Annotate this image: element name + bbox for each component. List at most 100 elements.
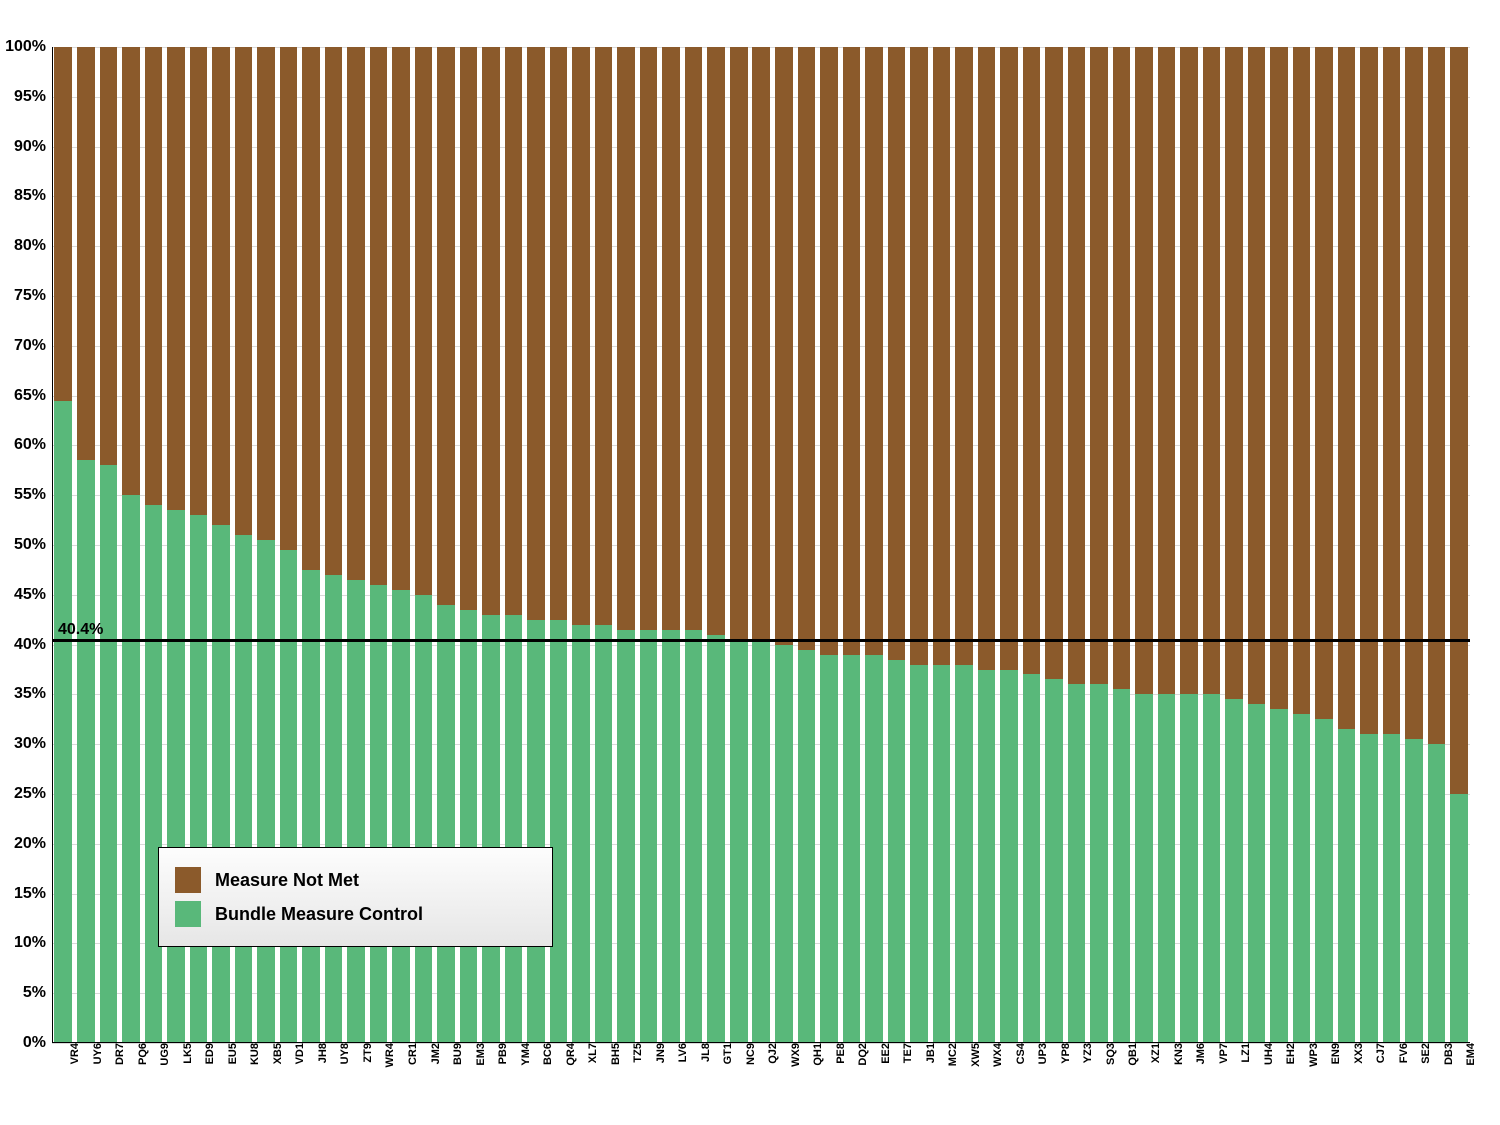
bar-segment-bundle <box>955 665 973 1043</box>
bar-segment-bundle <box>685 630 703 1043</box>
bar-slot: QB1 <box>1110 47 1133 1043</box>
x-tick-label: JB1 <box>919 1043 937 1063</box>
bar-segment-bundle <box>505 615 523 1043</box>
bar-segment-not-met <box>933 47 951 665</box>
bar-slot: UY6 <box>75 47 98 1043</box>
y-tick-label: 85% <box>14 187 46 205</box>
bar-segment-not-met <box>595 47 613 625</box>
bar-slot: XW5 <box>953 47 976 1043</box>
x-tick-label: CJ7 <box>1369 1043 1387 1063</box>
bar-segment-bundle <box>77 460 95 1043</box>
bar-segment-not-met <box>1450 47 1468 794</box>
bar-segment-not-met <box>1023 47 1041 674</box>
bar-segment-not-met <box>347 47 365 580</box>
bar-segment-bundle <box>1090 684 1108 1043</box>
x-tick-label: LV6 <box>671 1043 689 1062</box>
bar-segment-not-met <box>437 47 455 605</box>
x-tick-label: BH5 <box>604 1043 622 1065</box>
bar-segment-bundle <box>820 655 838 1043</box>
y-tick-label: 25% <box>14 785 46 803</box>
bar-slot: UH4 <box>1245 47 1268 1043</box>
x-tick-label: UG9 <box>153 1043 171 1066</box>
stacked-bar <box>1023 47 1041 1043</box>
bar-segment-bundle <box>527 620 545 1043</box>
stacked-bar <box>1428 47 1446 1043</box>
bar-slot: TE7 <box>885 47 908 1043</box>
bar-segment-bundle <box>617 630 635 1043</box>
stacked-bar <box>843 47 861 1043</box>
bar-segment-not-met <box>1405 47 1423 739</box>
x-tick-label: ED9 <box>198 1043 216 1064</box>
stacked-bar <box>1270 47 1288 1043</box>
bar-segment-bundle <box>190 515 208 1043</box>
bar-segment-bundle <box>1068 684 1086 1043</box>
bar-segment-not-met <box>415 47 433 595</box>
bar-segment-not-met <box>865 47 883 655</box>
y-tick-label: 45% <box>14 586 46 604</box>
bar-segment-not-met <box>1158 47 1176 694</box>
bar-segment-bundle <box>1113 689 1131 1043</box>
bar-segment-not-met <box>1045 47 1063 679</box>
x-tick-label: EN9 <box>1324 1043 1342 1064</box>
legend-swatch-measure-not-met <box>175 867 201 893</box>
x-tick-label: TZ5 <box>626 1043 644 1063</box>
bar-slot: CJ7 <box>1358 47 1381 1043</box>
y-tick-label: 80% <box>14 237 46 255</box>
stacked-bar <box>910 47 928 1043</box>
x-tick-label: YP8 <box>1054 1043 1072 1064</box>
stacked-bar <box>798 47 816 1043</box>
y-tick-label: 10% <box>14 934 46 952</box>
bar-segment-bundle <box>1045 679 1063 1043</box>
stacked-bar <box>1180 47 1198 1043</box>
x-tick-label: DR7 <box>108 1043 126 1065</box>
chart-root: 0%5%10%15%20%25%30%35%40%45%50%55%60%65%… <box>0 0 1500 1125</box>
bar-segment-bundle <box>100 465 118 1043</box>
x-tick-label: XX3 <box>1347 1043 1365 1064</box>
bar-segment-not-met <box>1270 47 1288 709</box>
bar-segment-bundle <box>1000 670 1018 1044</box>
bar-segment-not-met <box>1315 47 1333 719</box>
stacked-bar <box>1383 47 1401 1043</box>
bar-segment-not-met <box>257 47 275 540</box>
x-tick-label: XB5 <box>266 1043 284 1064</box>
stacked-bar <box>1225 47 1243 1043</box>
stacked-bar <box>1113 47 1131 1043</box>
bar-slot: NC9 <box>727 47 750 1043</box>
stacked-bar <box>1405 47 1423 1043</box>
bar-segment-not-met <box>1000 47 1018 670</box>
stacked-bar <box>1360 47 1378 1043</box>
x-tick-label: VR4 <box>63 1043 81 1064</box>
stacked-bar <box>1293 47 1311 1043</box>
x-tick-label: CS4 <box>1009 1043 1027 1064</box>
bar-slot: EE2 <box>863 47 886 1043</box>
x-tick-label: JM2 <box>424 1043 442 1064</box>
stacked-bar <box>100 47 118 1043</box>
y-tick-label: 50% <box>14 536 46 554</box>
bar-slot: VP7 <box>1200 47 1223 1043</box>
bar-slot: JL8 <box>682 47 705 1043</box>
bar-segment-bundle <box>1158 694 1176 1043</box>
stacked-bar <box>77 47 95 1043</box>
bar-slot: EN9 <box>1313 47 1336 1043</box>
bar-segment-bundle <box>1450 794 1468 1043</box>
x-tick-label: UY8 <box>333 1043 351 1064</box>
stacked-bar <box>865 47 883 1043</box>
x-tick-label: BC6 <box>536 1043 554 1065</box>
stacked-bar <box>1248 47 1266 1043</box>
bar-slot: WX9 <box>773 47 796 1043</box>
bar-slot: FV6 <box>1380 47 1403 1043</box>
bar-slot: BH5 <box>592 47 615 1043</box>
y-tick-label: 0% <box>23 1034 46 1052</box>
bar-segment-bundle <box>933 665 951 1043</box>
bar-slot: XL7 <box>570 47 593 1043</box>
bar-slot: PQ6 <box>120 47 143 1043</box>
legend: Measure Not Met Bundle Measure Control <box>158 847 553 947</box>
x-tick-label: PE8 <box>829 1043 847 1064</box>
x-tick-label: QH1 <box>806 1043 824 1066</box>
plot-area: 0%5%10%15%20%25%30%35%40%45%50%55%60%65%… <box>52 47 1470 1043</box>
x-tick-label: QJ2 <box>761 1043 779 1064</box>
stacked-bar <box>1450 47 1468 1043</box>
bar-slot: TZ5 <box>615 47 638 1043</box>
bar-segment-not-met <box>888 47 906 660</box>
y-tick-label: 65% <box>14 387 46 405</box>
